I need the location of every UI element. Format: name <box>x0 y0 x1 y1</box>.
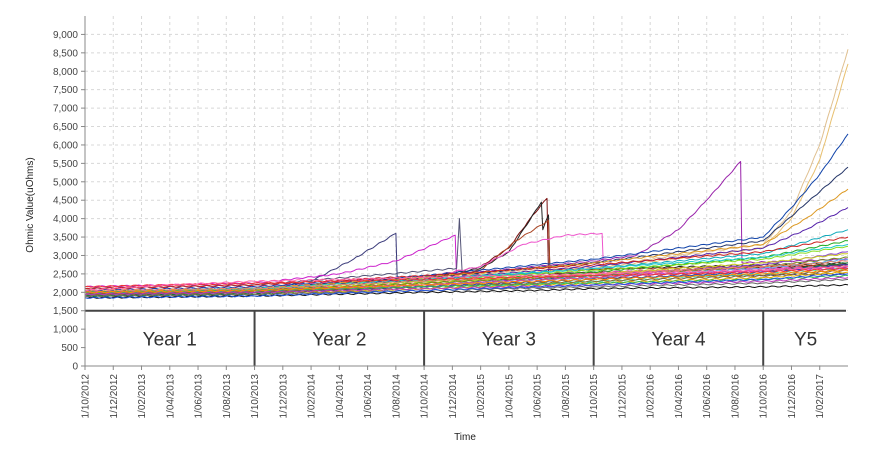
y-tick-label: 2,000 <box>53 288 78 299</box>
x-tick-label: 1/06/2014 <box>363 374 374 419</box>
x-tick-label: 1/10/2016 <box>759 374 770 419</box>
x-tick-label: 1/04/2015 <box>504 374 515 419</box>
x-axis-label: Time <box>454 432 476 443</box>
period-label: Year 3 <box>482 329 536 350</box>
period-panel <box>86 310 848 365</box>
y-tick-label: 3,500 <box>53 233 78 244</box>
y-tick-label: 8,500 <box>53 48 78 59</box>
x-tick-label: 1/06/2016 <box>702 374 713 419</box>
series-line-blue-surge-Y5 <box>84 133 849 292</box>
y-tick-label: 0 <box>72 362 78 373</box>
y-tick-label: 6,000 <box>53 140 78 151</box>
y-tick-label: 4,500 <box>53 196 78 207</box>
y-tick-label: 5,500 <box>53 159 78 170</box>
x-tick-label: 1/10/2015 <box>589 374 600 419</box>
y-tick-label: 1,500 <box>53 306 78 317</box>
series-line-gray-flat <box>84 278 849 297</box>
period-label: Year 2 <box>312 329 366 350</box>
x-tick-label: 1/02/2016 <box>646 374 657 419</box>
y-tick-label: 3,000 <box>53 251 78 262</box>
x-tick-label: 1/02/2017 <box>815 374 826 419</box>
y-tick-label: 6,500 <box>53 122 78 133</box>
y-tick-label: 7,000 <box>53 104 78 115</box>
x-tick-label: 1/02/2013 <box>137 374 148 419</box>
series-line-blue-flat <box>84 273 849 299</box>
series-line-purple-surge-Y5 <box>84 207 849 296</box>
period-annotations: Year 1 Year 2 Year 3 Year 4 Y5 <box>85 309 848 366</box>
x-tick-label: 1/12/2016 <box>787 374 798 419</box>
y-tick-label: 7,500 <box>53 85 78 96</box>
series-line-beige-surge-Y5 <box>84 63 849 294</box>
series-layer <box>84 49 849 299</box>
x-tick-label: 1/12/2012 <box>109 374 120 419</box>
x-tick-label: 1/06/2015 <box>533 374 544 419</box>
y-tick-label: 1,000 <box>53 325 78 336</box>
y-tick-label: 4,000 <box>53 214 78 225</box>
period-label: Year 4 <box>651 329 706 350</box>
x-tick-label: 1/10/2012 <box>81 374 92 419</box>
x-tick-label: 1/10/2013 <box>250 374 261 419</box>
x-axis-ticks: 1/10/2012 1/12/2012 1/02/2013 1/04/2013 1/06… <box>81 366 826 419</box>
y-axis-label: Ohmic Value(uOhms) <box>25 157 36 252</box>
x-tick-label: 1/12/2014 <box>448 374 459 419</box>
y-tick-label: 500 <box>61 343 78 354</box>
y-axis-ticks: 0 500 1,000 1,500 2,000 2,500 3,000 3,500 4,000 4… <box>53 30 85 373</box>
y-tick-label: 9,000 <box>53 30 78 41</box>
x-tick-label: 1/02/2015 <box>476 374 487 419</box>
grid <box>85 16 848 366</box>
x-tick-label: 1/10/2014 <box>420 374 431 419</box>
x-tick-label: 1/02/2014 <box>307 374 318 419</box>
series-line-orange-flat <box>84 269 849 294</box>
series-line-black-flat <box>84 283 849 299</box>
x-tick-label: 1/08/2015 <box>561 374 572 419</box>
x-tick-label: 1/04/2013 <box>165 374 176 419</box>
x-tick-label: 1/06/2013 <box>194 374 205 419</box>
y-tick-label: 8,000 <box>53 67 78 78</box>
x-tick-label: 1/08/2016 <box>730 374 741 419</box>
series-line-pink-early <box>85 265 849 291</box>
y-tick-label: 5,000 <box>53 177 78 188</box>
x-tick-label: 1/04/2016 <box>674 374 685 419</box>
x-tick-label: 1/08/2014 <box>391 374 402 419</box>
x-tick-label: 1/08/2013 <box>222 374 233 419</box>
series-line-red-rise <box>84 236 849 290</box>
x-tick-label: 1/12/2013 <box>278 374 289 419</box>
x-tick-label: 1/04/2014 <box>335 374 346 419</box>
period-label: Y5 <box>794 329 817 350</box>
series-line-magenta-flat <box>84 276 849 296</box>
x-tick-label: 1/12/2015 <box>617 374 628 419</box>
period-label: Year 1 <box>143 329 197 350</box>
series-line-red-flat <box>84 267 849 288</box>
y-tick-label: 2,500 <box>53 269 78 280</box>
